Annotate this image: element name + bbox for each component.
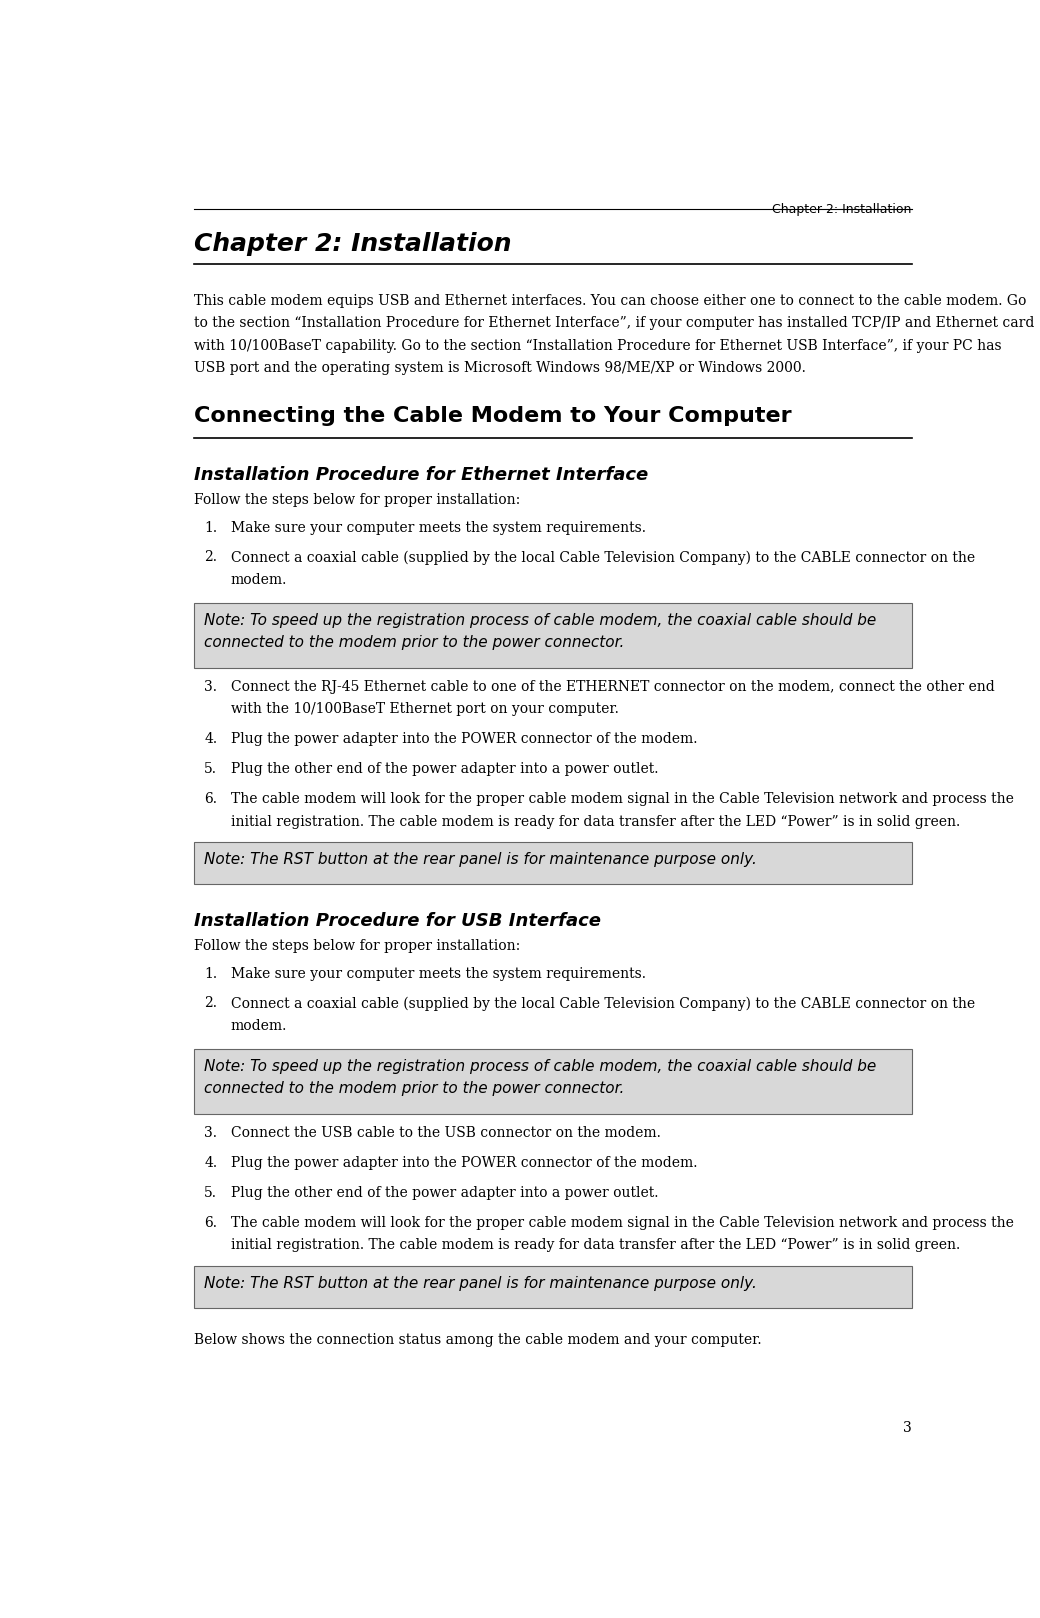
Text: Chapter 2: Installation: Chapter 2: Installation [773, 202, 912, 215]
FancyBboxPatch shape [194, 1048, 912, 1113]
Text: Plug the power adapter into the POWER connector of the modem.: Plug the power adapter into the POWER co… [231, 1155, 697, 1170]
FancyBboxPatch shape [194, 604, 912, 668]
Text: Plug the other end of the power adapter into a power outlet.: Plug the other end of the power adapter … [231, 1186, 658, 1201]
Text: Plug the other end of the power adapter into a power outlet.: Plug the other end of the power adapter … [231, 762, 658, 777]
Text: with the 10/100BaseT Ethernet port on your computer.: with the 10/100BaseT Ethernet port on yo… [231, 702, 619, 717]
Text: The cable modem will look for the proper cable modem signal in the Cable Televis: The cable modem will look for the proper… [231, 1215, 1014, 1230]
Text: Note: To speed up the registration process of cable modem, the coaxial cable sho: Note: To speed up the registration proce… [204, 1058, 877, 1074]
Text: 4.: 4. [204, 1155, 217, 1170]
Text: Connecting the Cable Modem to Your Computer: Connecting the Cable Modem to Your Compu… [194, 406, 792, 426]
Text: Note: To speed up the registration process of cable modem, the coaxial cable sho: Note: To speed up the registration proce… [204, 613, 877, 628]
Text: Follow the steps below for proper installation:: Follow the steps below for proper instal… [194, 493, 521, 506]
FancyBboxPatch shape [194, 1265, 912, 1307]
Text: initial registration. The cable modem is ready for data transfer after the LED “: initial registration. The cable modem is… [231, 1238, 960, 1252]
Text: Installation Procedure for Ethernet Interface: Installation Procedure for Ethernet Inte… [194, 466, 649, 484]
Text: 2.: 2. [204, 550, 217, 565]
Text: Connect a coaxial cable (supplied by the local Cable Television Company) to the : Connect a coaxial cable (supplied by the… [231, 997, 974, 1011]
Text: 3.: 3. [204, 1126, 217, 1141]
Text: Plug the power adapter into the POWER connector of the modem.: Plug the power adapter into the POWER co… [231, 733, 697, 746]
Text: 1.: 1. [204, 966, 217, 981]
Text: 5.: 5. [204, 762, 217, 777]
Text: Note: The RST button at the rear panel is for maintenance purpose only.: Note: The RST button at the rear panel i… [204, 853, 757, 867]
Text: This cable modem equips USB and Ethernet interfaces. You can choose either one t: This cable modem equips USB and Ethernet… [194, 294, 1026, 307]
Text: Chapter 2: Installation: Chapter 2: Installation [194, 231, 512, 256]
Text: 3: 3 [903, 1421, 912, 1435]
Text: 6.: 6. [204, 793, 217, 806]
Text: with 10/100BaseT capability. Go to the section “Installation Procedure for Ether: with 10/100BaseT capability. Go to the s… [194, 338, 1003, 353]
Text: Note: The RST button at the rear panel is for maintenance purpose only.: Note: The RST button at the rear panel i… [204, 1275, 757, 1291]
Text: 4.: 4. [204, 733, 217, 746]
Text: Make sure your computer meets the system requirements.: Make sure your computer meets the system… [231, 521, 646, 534]
Text: The cable modem will look for the proper cable modem signal in the Cable Televis: The cable modem will look for the proper… [231, 793, 1014, 806]
Text: 5.: 5. [204, 1186, 217, 1201]
Text: Follow the steps below for proper installation:: Follow the steps below for proper instal… [194, 938, 521, 953]
Text: connected to the modem prior to the power connector.: connected to the modem prior to the powe… [204, 636, 625, 650]
Text: modem.: modem. [231, 1019, 287, 1032]
Text: Below shows the connection status among the cable modem and your computer.: Below shows the connection status among … [194, 1333, 762, 1346]
Text: 1.: 1. [204, 521, 217, 534]
Text: Connect the USB cable to the USB connector on the modem.: Connect the USB cable to the USB connect… [231, 1126, 660, 1141]
Text: Connect the RJ-45 Ethernet cable to one of the ETHERNET connector on the modem, : Connect the RJ-45 Ethernet cable to one … [231, 680, 994, 694]
Text: USB port and the operating system is Microsoft Windows 98/ME/XP or Windows 2000.: USB port and the operating system is Mic… [194, 361, 806, 375]
Text: connected to the modem prior to the power connector.: connected to the modem prior to the powe… [204, 1081, 625, 1097]
Text: to the section “Installation Procedure for Ethernet Interface”, if your computer: to the section “Installation Procedure f… [194, 316, 1035, 330]
Text: Installation Procedure for USB Interface: Installation Procedure for USB Interface [194, 913, 601, 930]
Text: 6.: 6. [204, 1215, 217, 1230]
Text: modem.: modem. [231, 573, 287, 587]
Text: 2.: 2. [204, 997, 217, 1011]
Text: initial registration. The cable modem is ready for data transfer after the LED “: initial registration. The cable modem is… [231, 814, 960, 828]
Text: Make sure your computer meets the system requirements.: Make sure your computer meets the system… [231, 966, 646, 981]
Text: 3.: 3. [204, 680, 217, 694]
FancyBboxPatch shape [194, 841, 912, 885]
Text: Connect a coaxial cable (supplied by the local Cable Television Company) to the : Connect a coaxial cable (supplied by the… [231, 550, 974, 565]
